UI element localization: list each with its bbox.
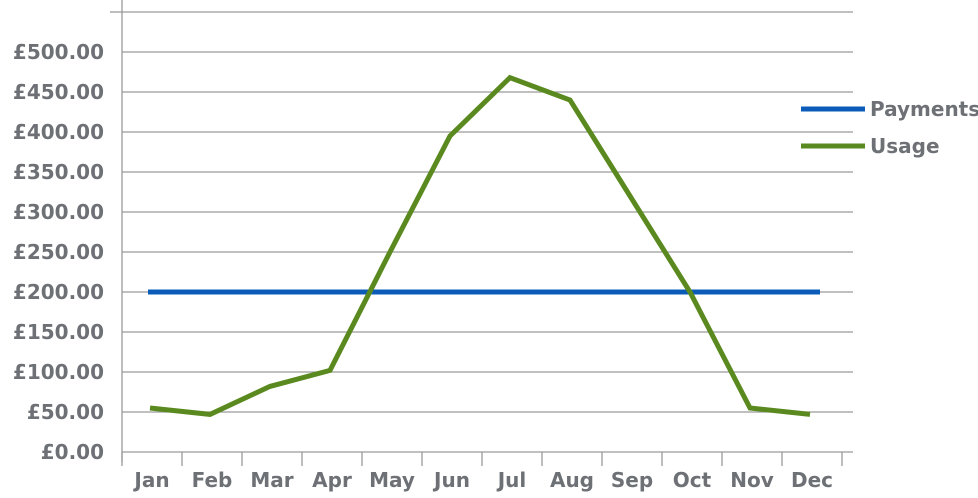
x-tick-label: Dec bbox=[791, 468, 833, 492]
y-tick-label: £400.00 bbox=[13, 120, 104, 144]
x-tick-label: Jun bbox=[432, 468, 470, 492]
y-tick-label: £450.00 bbox=[13, 80, 104, 104]
legend-label-payments: Payments bbox=[870, 97, 978, 121]
y-tick-label: £50.00 bbox=[27, 400, 104, 424]
y-axis-tick-labels: £0.00 £50.00 £100.00 £150.00 £200.00 £250.00 £… bbox=[13, 40, 104, 464]
y-tick-label: £150.00 bbox=[13, 320, 104, 344]
y-tick-label: £350.00 bbox=[13, 160, 104, 184]
x-tick-label: Jan bbox=[132, 468, 169, 492]
y-tick-label: £250.00 bbox=[13, 240, 104, 264]
series-lines bbox=[148, 74, 820, 417]
y-tick-label: £500.00 bbox=[13, 40, 104, 64]
legend: Payments Usage bbox=[801, 97, 978, 158]
legend-label-usage: Usage bbox=[870, 134, 940, 158]
x-axis-tick-labels: Jan Feb Mar Apr May Jun Jul Aug Sep Oct Nov Dec bbox=[132, 468, 833, 492]
x-tick-label: Sep bbox=[611, 468, 653, 492]
x-tick-label: Oct bbox=[673, 468, 712, 492]
y-tick-label: £100.00 bbox=[13, 360, 104, 384]
x-tick-label: Nov bbox=[730, 468, 774, 492]
x-tick-label: Apr bbox=[312, 468, 352, 492]
x-tick-label: May bbox=[369, 468, 415, 492]
y-tick-label: £300.00 bbox=[13, 200, 104, 224]
y-tick-label: £200.00 bbox=[13, 280, 104, 304]
x-tick-label: Aug bbox=[550, 468, 594, 492]
y-tick-label: £0.00 bbox=[41, 440, 104, 464]
axes bbox=[110, 0, 843, 466]
series-line-usage bbox=[149, 74, 811, 417]
gridlines bbox=[122, 11, 853, 453]
x-tick-label: Jul bbox=[496, 468, 527, 492]
x-tick-label: Mar bbox=[250, 468, 293, 492]
x-tick-label: Feb bbox=[192, 468, 233, 492]
